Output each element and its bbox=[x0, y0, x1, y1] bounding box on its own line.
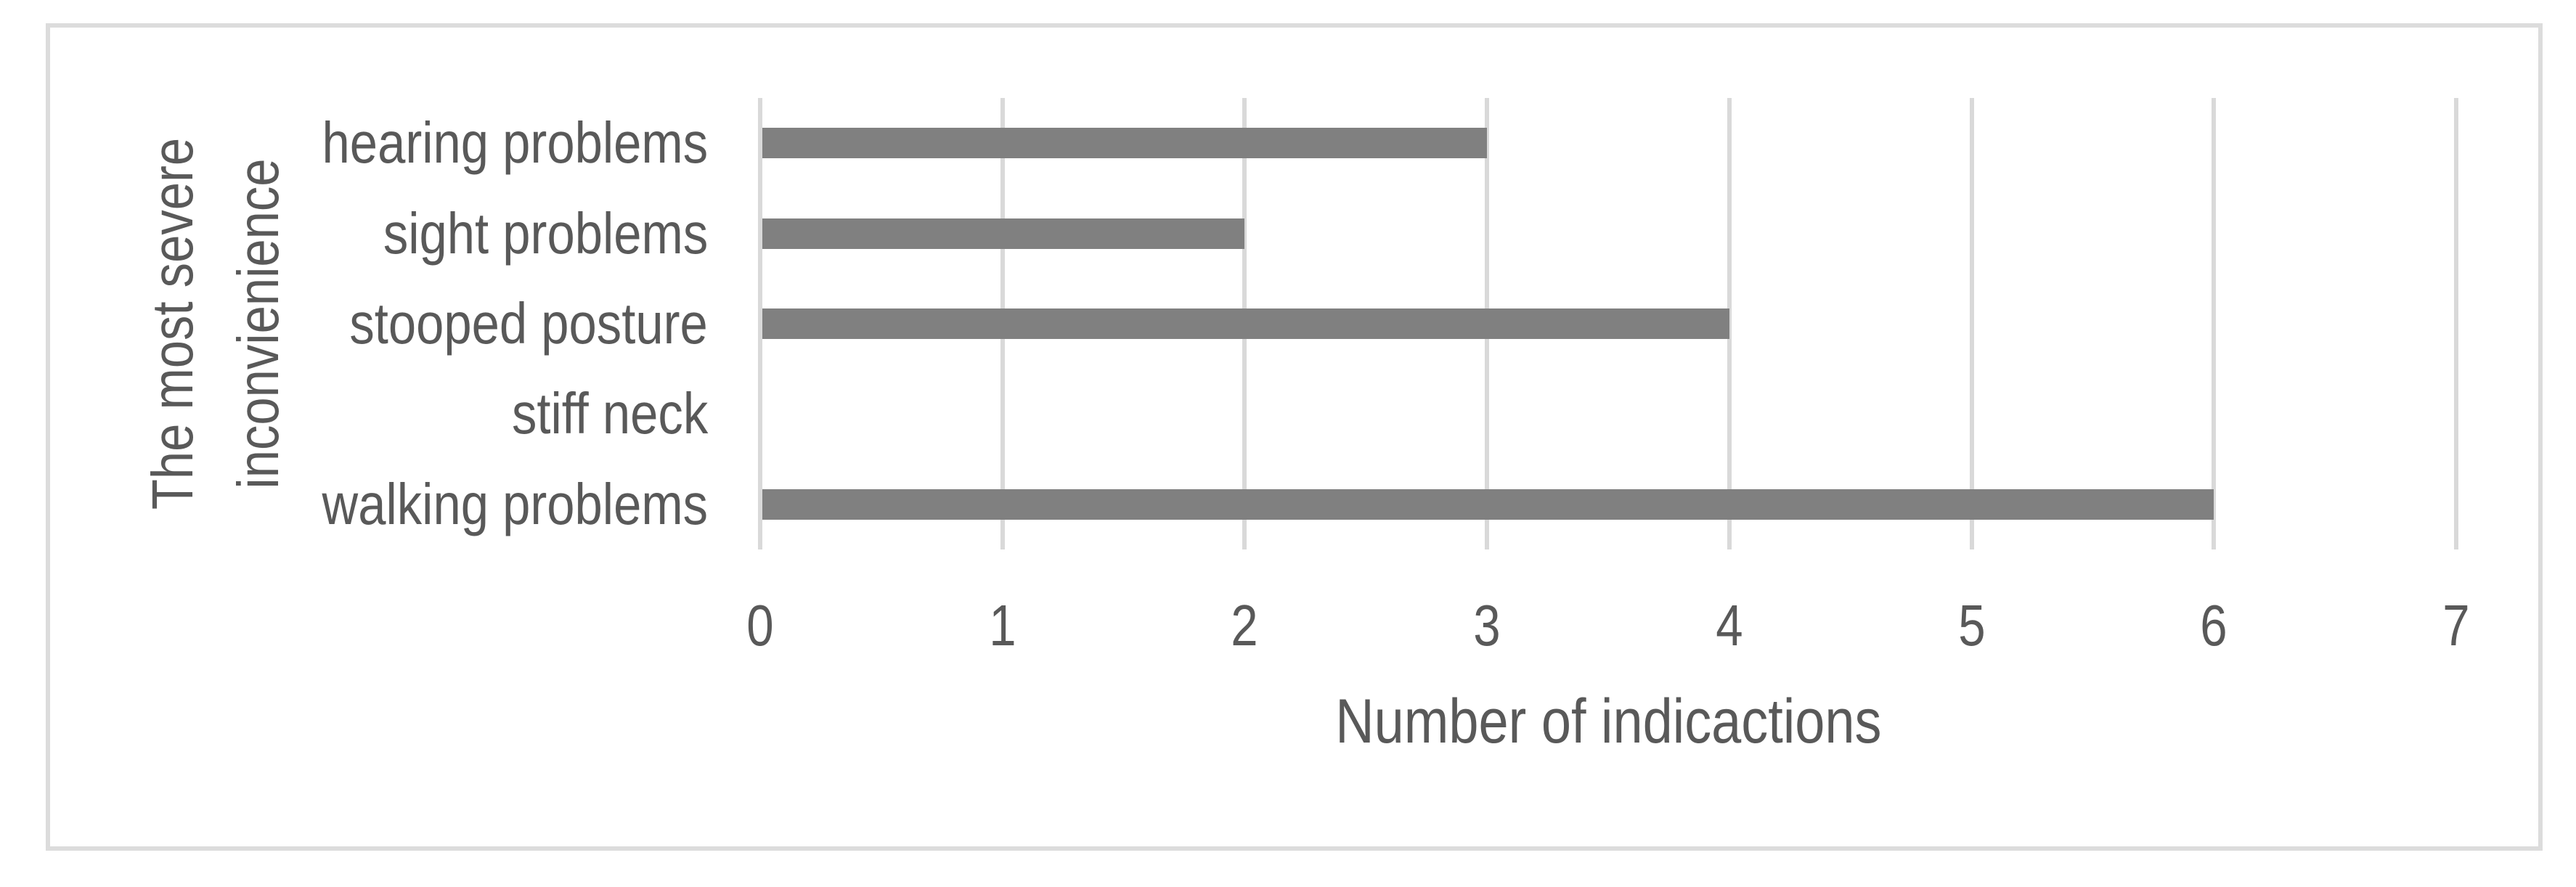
gridline bbox=[1727, 98, 1732, 549]
gridline bbox=[2454, 98, 2458, 549]
gridline bbox=[2212, 98, 2217, 549]
category-label: stooped posture bbox=[349, 291, 708, 356]
chart-frame bbox=[46, 23, 2543, 851]
y-axis-title-line-1: The most severe bbox=[140, 137, 205, 510]
bar-walking-problems bbox=[762, 489, 2214, 520]
y-axis-title: The most severe inconvienience bbox=[130, 48, 301, 600]
x-axis-title-text: Number of indicactions bbox=[1334, 687, 1882, 756]
category-label: stiff neck bbox=[511, 381, 708, 446]
gridline bbox=[1969, 98, 1974, 549]
x-tick-label: 1 bbox=[989, 593, 1016, 658]
x-tick-label: 2 bbox=[1231, 593, 1259, 658]
category-label: walking problems bbox=[322, 471, 708, 536]
category-label: hearing problems bbox=[322, 110, 708, 176]
x-axis-title: Number of indicactions bbox=[760, 687, 2456, 756]
y-axis-title-line-2: inconvienience bbox=[226, 158, 290, 489]
bar-hearing-problems bbox=[762, 128, 1488, 159]
x-tick-label: 7 bbox=[2442, 593, 2470, 658]
x-tick-label: 5 bbox=[1957, 593, 1986, 658]
bar-stooped-posture bbox=[762, 308, 1729, 339]
x-tick-label: 3 bbox=[1473, 593, 1501, 658]
bar-sight-problems bbox=[762, 218, 1245, 249]
value-axis-line bbox=[758, 98, 762, 549]
x-tick-label: 4 bbox=[1716, 593, 1743, 658]
x-tick-label: 0 bbox=[746, 593, 774, 658]
x-tick-label: 6 bbox=[2200, 593, 2227, 658]
category-label: sight problems bbox=[383, 200, 708, 266]
